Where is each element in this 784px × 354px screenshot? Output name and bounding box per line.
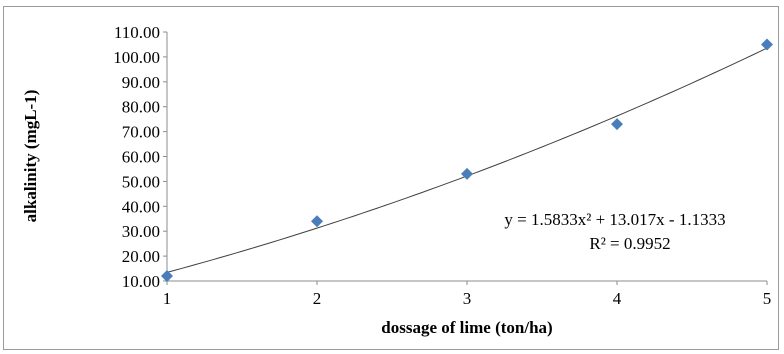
y-axis-title: alkalinity (mgL-1) [21,90,40,223]
y-ticks: 10.00 20.00 30.00 40.00 50.00 60.00 70.00 80.00… [113,23,167,291]
y-tick-label: 20.00 [122,247,160,266]
y-tick-label: 60.00 [122,148,160,167]
y-tick-label: 80.00 [122,98,160,117]
y-tick-label: 110.00 [114,23,160,42]
chart-frame [3,6,779,350]
y-tick-label: 90.00 [122,73,160,92]
x-tick-label: 4 [613,289,622,308]
x-tick-label: 3 [463,289,472,308]
y-tick-label: 30.00 [122,222,160,241]
x-tick-label: 2 [313,289,322,308]
x-axis-title: dossage of lime (ton/ha) [381,318,552,337]
data-point [161,270,173,283]
y-tick-label: 10.00 [122,272,160,291]
y-tick-label: 40.00 [122,197,160,216]
y-tick-label: 50.00 [122,172,160,191]
axes [166,32,767,282]
y-tick-label: 70.00 [122,123,160,142]
data-point [611,118,623,131]
data-points [161,38,773,283]
y-tick-label: 100.00 [113,48,160,67]
x-tick-label: 5 [763,289,772,308]
data-point [311,215,323,228]
trendline-equation: y = 1.5833x² + 13.017x - 1.1333 [504,210,725,229]
trendline [166,47,768,273]
x-ticks: 1 2 3 4 5 [163,281,772,308]
trendline-r-squared: R² = 0.9952 [589,234,670,253]
x-tick-label: 1 [163,289,172,308]
data-point [761,38,773,51]
data-point [461,167,473,180]
